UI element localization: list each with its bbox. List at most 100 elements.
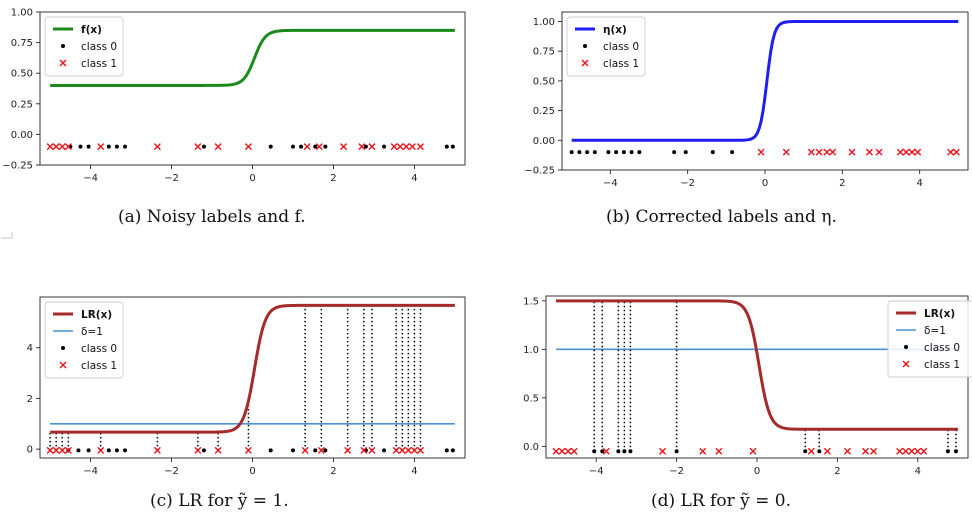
class1-point	[46, 446, 54, 454]
class1-point	[214, 446, 222, 454]
class1-point	[315, 143, 323, 151]
class0-point	[614, 150, 619, 155]
class1-point	[408, 143, 416, 151]
y-tick-label: 0	[27, 445, 33, 456]
class1-point	[952, 148, 960, 156]
x-tick-label: 0	[754, 466, 760, 477]
class1-point	[947, 148, 955, 156]
class1-point	[358, 143, 366, 151]
class0-point	[585, 150, 590, 155]
class1-point	[416, 446, 424, 454]
chart-c: −4 −2 0 2 4 0 2 4 LR(x) δ=1 class 0 class 1	[27, 296, 466, 477]
legend-label: LR(x)	[924, 308, 955, 320]
class1-point	[920, 447, 928, 455]
class1-point	[153, 446, 161, 454]
class0-point	[382, 144, 387, 149]
class0-point	[444, 144, 449, 149]
y-tick-label: 0.00	[533, 136, 555, 147]
class1-point	[902, 447, 910, 455]
class0-point	[363, 144, 368, 149]
legend-label: class 0	[81, 343, 117, 355]
x-tick-label: 0	[249, 466, 255, 477]
class0-point	[290, 144, 295, 149]
class1-point	[390, 143, 398, 151]
class0-point	[268, 144, 273, 149]
class1-point	[317, 446, 325, 454]
class1-point	[823, 148, 831, 156]
class0-point	[106, 448, 111, 453]
class0-point	[450, 448, 455, 453]
legend-handle	[581, 59, 589, 67]
y-tick-label: −0.25	[2, 161, 33, 172]
class0-point	[683, 150, 688, 155]
class1-point	[843, 447, 851, 455]
curve-line	[50, 28, 455, 87]
class0-point	[628, 449, 633, 454]
class0-point	[114, 144, 119, 149]
class1-point	[699, 447, 707, 455]
class1-point	[58, 446, 66, 454]
y-tick-label: 0.0	[523, 442, 539, 453]
class0-point	[606, 150, 611, 155]
class1-point	[416, 143, 424, 151]
y-tick-label: 0.50	[11, 69, 33, 80]
class0-point	[444, 448, 449, 453]
class0-point	[313, 144, 318, 149]
class1-point	[97, 446, 105, 454]
x-tick-label: −4	[83, 173, 98, 184]
legend-label: LR(x)	[81, 309, 112, 321]
class0-point	[290, 448, 295, 453]
class0-point	[577, 150, 582, 155]
class0-point	[730, 150, 735, 155]
class1-point	[848, 148, 856, 156]
class0-point	[629, 150, 634, 155]
class1-point	[244, 446, 252, 454]
x-tick-label: 4	[411, 173, 417, 184]
y-tick-label: 0.25	[11, 99, 33, 110]
curve-line	[50, 303, 455, 434]
class0-point	[674, 449, 679, 454]
class1-point	[340, 143, 348, 151]
y-tick-label: 1.5	[523, 296, 539, 307]
class0-point	[817, 449, 822, 454]
class0-point	[672, 150, 677, 155]
caption-a: (a) Noisy labels and f.	[118, 207, 306, 227]
curve-line	[556, 299, 958, 431]
legend-label: class 0	[81, 41, 117, 53]
class0-point	[78, 144, 83, 149]
class1-point	[870, 447, 878, 455]
legend-label: δ=1	[81, 326, 103, 338]
legend-label: class 0	[924, 342, 960, 354]
class1-point	[46, 143, 54, 151]
legend-handle	[583, 44, 587, 48]
legend-handle	[61, 44, 65, 48]
x-tick-label: −4	[603, 178, 618, 189]
class0-point	[86, 144, 91, 149]
legend-handle	[902, 360, 910, 368]
class1-point	[749, 447, 757, 455]
legend-label: f(x)	[81, 24, 102, 36]
class0-point	[123, 144, 127, 149]
curve-line	[571, 20, 959, 142]
class0-point	[569, 150, 574, 155]
y-tick-label: 0.75	[533, 47, 555, 58]
y-tick-label: 0.75	[11, 38, 33, 49]
class1-point	[153, 143, 161, 151]
y-tick-label: 4	[27, 343, 33, 354]
class1-point	[360, 446, 368, 454]
y-tick-label: 1.0	[523, 345, 539, 356]
class1-point	[64, 143, 72, 151]
class1-point	[303, 143, 311, 151]
class0-point	[710, 150, 715, 155]
x-tick-label: 2	[330, 173, 336, 184]
x-tick-label: 2	[834, 466, 840, 477]
class1-point	[902, 148, 910, 156]
legend-label: class 1	[603, 58, 639, 70]
legend-handle	[59, 59, 67, 67]
class0-point	[201, 448, 206, 453]
class1-point	[807, 447, 815, 455]
class1-point	[552, 447, 560, 455]
chart-b: −4 −2 0 2 4 −0.25 0.00 0.25 0.50 0.75 1.00 η(x) clas…	[524, 11, 969, 189]
class0-point	[323, 144, 328, 149]
